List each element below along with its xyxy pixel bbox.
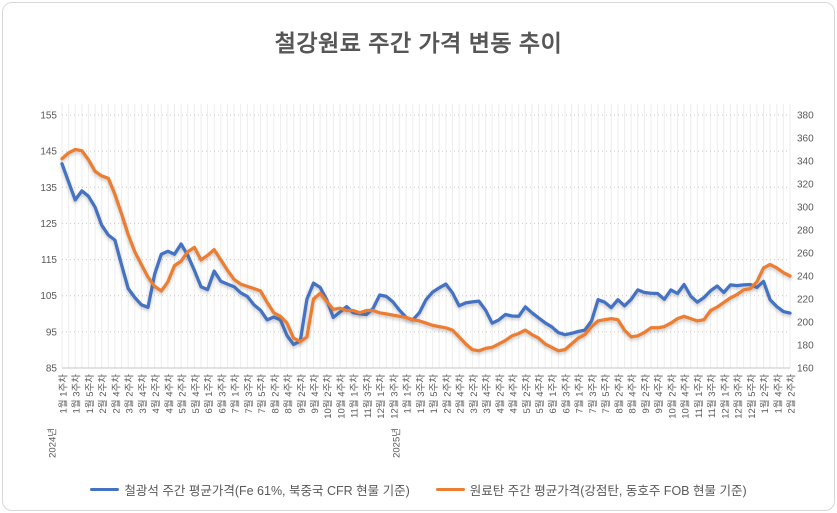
svg-text:260: 260 — [797, 249, 814, 260]
svg-text:8월 4주차: 8월 4주차 — [627, 374, 639, 414]
series-line-iron-ore — [60, 162, 792, 347]
svg-text:6월 1주차: 6월 1주차 — [203, 374, 215, 414]
svg-text:3월 2주차: 3월 2주차 — [124, 374, 136, 414]
svg-text:2월 4주차: 2월 4주차 — [455, 374, 467, 414]
svg-text:360: 360 — [797, 134, 814, 145]
svg-text:10월 4주차: 10월 4주차 — [335, 374, 347, 419]
svg-text:9월 4주차: 9월 4주차 — [309, 374, 321, 414]
svg-text:145: 145 — [40, 147, 57, 158]
svg-text:1월 5주차: 1월 5주차 — [84, 374, 96, 414]
svg-text:5월 4주차: 5월 4주차 — [534, 374, 546, 414]
svg-text:125: 125 — [40, 219, 57, 230]
svg-text:8월 2주차: 8월 2주차 — [269, 374, 281, 414]
svg-text:1월 1주차: 1월 1주차 — [402, 374, 414, 414]
svg-text:7월 1주차: 7월 1주차 — [230, 374, 242, 414]
legend-line-swatch-iron-ore — [90, 487, 120, 492]
svg-text:7월 3주차: 7월 3주차 — [587, 374, 599, 414]
svg-text:4월 2주차: 4월 2주차 — [150, 374, 162, 414]
legend-item-iron-ore: 철광석 주간 평균가격(Fe 61%, 북중국 CFR 현물 기준) — [90, 480, 410, 499]
svg-text:3월 2주차: 3월 2주차 — [468, 374, 480, 414]
plot-area: 85 95 105 115 125 135 145 155 160 180 200 220 240 260… — [40, 104, 814, 458]
svg-text:11월 3주차: 11월 3주차 — [362, 374, 374, 418]
svg-text:6월 3주차: 6월 3주차 — [560, 374, 572, 414]
svg-text:115: 115 — [41, 255, 57, 266]
svg-text:300: 300 — [797, 203, 814, 214]
svg-text:5월 4주차: 5월 4주차 — [190, 374, 202, 414]
svg-text:11월 3주차: 11월 3주차 — [706, 374, 718, 418]
svg-text:105: 105 — [40, 291, 57, 302]
svg-text:2월 4주차: 2월 4주차 — [110, 374, 122, 414]
svg-text:1월 3주차: 1월 3주차 — [71, 374, 83, 414]
svg-text:9월 2주차: 9월 2주차 — [640, 374, 652, 414]
svg-text:240: 240 — [797, 272, 814, 283]
x-axis-year-label: 2025년 — [392, 428, 403, 458]
svg-text:1월 3주차: 1월 3주차 — [415, 374, 427, 414]
chart-title: 철강원료 주간 가격 변동 추이 — [274, 30, 563, 56]
svg-text:85: 85 — [46, 364, 58, 375]
legend-label-iron-ore: 철광석 주간 평균가격(Fe 61%, 북중국 CFR 현물 기준) — [124, 484, 410, 498]
svg-text:180: 180 — [797, 341, 814, 352]
svg-text:11월 1주차: 11월 1주차 — [693, 374, 705, 418]
y-axis-left-labels: 85 95 105 115 125 135 145 155 — [40, 111, 57, 375]
svg-text:6월 1주차: 6월 1주차 — [547, 374, 559, 414]
svg-text:7월 5주차: 7월 5주차 — [256, 374, 268, 414]
svg-text:8월 4주차: 8월 4주차 — [283, 374, 295, 414]
svg-text:12월 3주차: 12월 3주차 — [733, 374, 745, 419]
svg-text:4월 4주차: 4월 4주차 — [163, 374, 175, 414]
svg-text:5월 2주차: 5월 2주차 — [177, 374, 189, 414]
svg-text:11월 1주차: 11월 1주차 — [349, 374, 361, 418]
svg-text:10월 4주차: 10월 4주차 — [680, 374, 692, 419]
svg-text:155: 155 — [40, 111, 57, 122]
horizontal-gridlines — [62, 114, 790, 333]
legend-item-coking-coal: 원료탄 주간 평균가격(강점탄, 동호주 FOB 현물 기준) — [435, 480, 747, 499]
y-axis-right-labels: 160 180 200 220 240 260 280 300 320 340 360 380 — [797, 111, 814, 375]
svg-text:12월 1주차: 12월 1주차 — [375, 374, 387, 419]
svg-text:320: 320 — [797, 180, 814, 191]
svg-text:1월 2주차: 1월 2주차 — [759, 374, 771, 414]
svg-text:220: 220 — [797, 295, 814, 306]
svg-text:12월 5주차: 12월 5주차 — [746, 374, 758, 419]
svg-text:2월 2주차: 2월 2주차 — [786, 374, 798, 414]
svg-text:8월 2주차: 8월 2주차 — [613, 374, 625, 414]
svg-text:7월 3주차: 7월 3주차 — [243, 374, 255, 414]
svg-text:5월 2주차: 5월 2주차 — [521, 374, 533, 414]
svg-text:95: 95 — [46, 327, 58, 338]
svg-text:4월 4주차: 4월 4주차 — [508, 374, 520, 414]
svg-text:10월 2주차: 10월 2주차 — [322, 374, 334, 419]
svg-text:7월 5주차: 7월 5주차 — [600, 374, 612, 414]
svg-text:3월 4주차: 3월 4주차 — [481, 374, 493, 414]
svg-text:380: 380 — [797, 111, 814, 122]
svg-text:12월 1주차: 12월 1주차 — [719, 374, 731, 419]
svg-text:160: 160 — [797, 364, 814, 375]
svg-text:7월 1주차: 7월 1주차 — [574, 374, 586, 414]
svg-text:12월 3주차: 12월 3주차 — [388, 374, 400, 419]
legend-label-coking-coal: 원료탄 주간 평균가격(강점탄, 동호주 FOB 현물 기준) — [469, 484, 747, 498]
svg-text:1월 4주차: 1월 4주차 — [772, 374, 784, 414]
svg-text:280: 280 — [797, 226, 814, 237]
svg-text:2월 2주차: 2월 2주차 — [441, 374, 453, 414]
vertical-gridlines — [61, 104, 791, 368]
svg-text:135: 135 — [40, 183, 57, 194]
series-line-coking-coal — [60, 147, 792, 353]
x-axis-labels: 1월 1주차 1월 3주차 1월 5주차 2월 2주차 2월 4주차 3월 2주차 3월 4… — [48, 374, 798, 458]
svg-text:4월 2주차: 4월 2주차 — [494, 374, 506, 414]
svg-text:3월 4주차: 3월 4주차 — [137, 374, 149, 414]
svg-text:200: 200 — [797, 318, 814, 329]
legend-line-swatch-coking-coal — [435, 487, 465, 492]
svg-text:9월 4주차: 9월 4주차 — [653, 374, 665, 414]
legend: 철광석 주간 평균가격(Fe 61%, 북중국 CFR 현물 기준) 원료탄 주… — [0, 480, 837, 499]
svg-text:1월 5주차: 1월 5주차 — [428, 374, 440, 414]
svg-text:10월 2주차: 10월 2주차 — [666, 374, 678, 419]
svg-text:340: 340 — [797, 157, 814, 168]
svg-text:9월 2주차: 9월 2주차 — [296, 374, 308, 414]
svg-text:6월 3주차: 6월 3주차 — [216, 374, 228, 414]
svg-text:2월 2주차: 2월 2주차 — [97, 374, 109, 414]
x-axis-year-label: 2024년 — [48, 428, 59, 458]
svg-text:1월 1주차: 1월 1주차 — [58, 374, 70, 414]
